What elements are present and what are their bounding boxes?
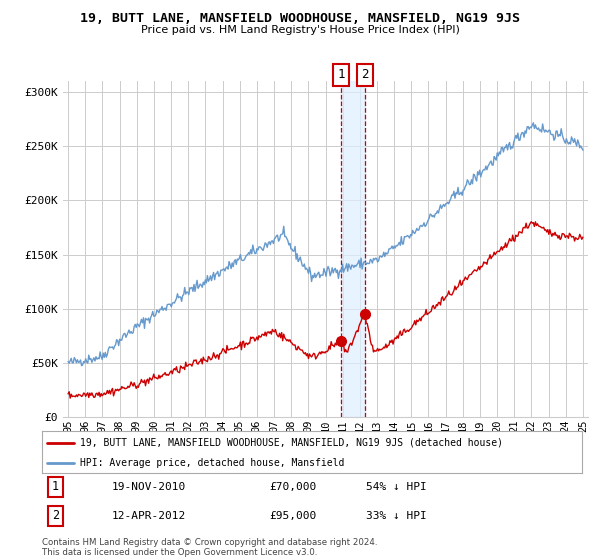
Text: £95,000: £95,000 [269, 511, 316, 521]
Text: 33% ↓ HPI: 33% ↓ HPI [366, 511, 427, 521]
Text: 19-NOV-2010: 19-NOV-2010 [112, 482, 187, 492]
Text: 2: 2 [361, 68, 369, 81]
Text: 12-APR-2012: 12-APR-2012 [112, 511, 187, 521]
Bar [341, 81, 365, 417]
Text: HPI: Average price, detached house, Mansfield: HPI: Average price, detached house, Mans… [80, 458, 344, 468]
Text: 2: 2 [52, 510, 59, 522]
Text: Contains HM Land Registry data © Crown copyright and database right 2024.
This d: Contains HM Land Registry data © Crown c… [42, 538, 377, 557]
Text: Price paid vs. HM Land Registry's House Price Index (HPI): Price paid vs. HM Land Registry's House … [140, 25, 460, 35]
Text: 1: 1 [52, 480, 59, 493]
Text: 1: 1 [337, 68, 344, 81]
Text: 19, BUTT LANE, MANSFIELD WOODHOUSE, MANSFIELD, NG19 9JS (detached house): 19, BUTT LANE, MANSFIELD WOODHOUSE, MANS… [80, 438, 503, 448]
Text: 54% ↓ HPI: 54% ↓ HPI [366, 482, 427, 492]
Text: £70,000: £70,000 [269, 482, 316, 492]
Text: 19, BUTT LANE, MANSFIELD WOODHOUSE, MANSFIELD, NG19 9JS: 19, BUTT LANE, MANSFIELD WOODHOUSE, MANS… [80, 12, 520, 25]
